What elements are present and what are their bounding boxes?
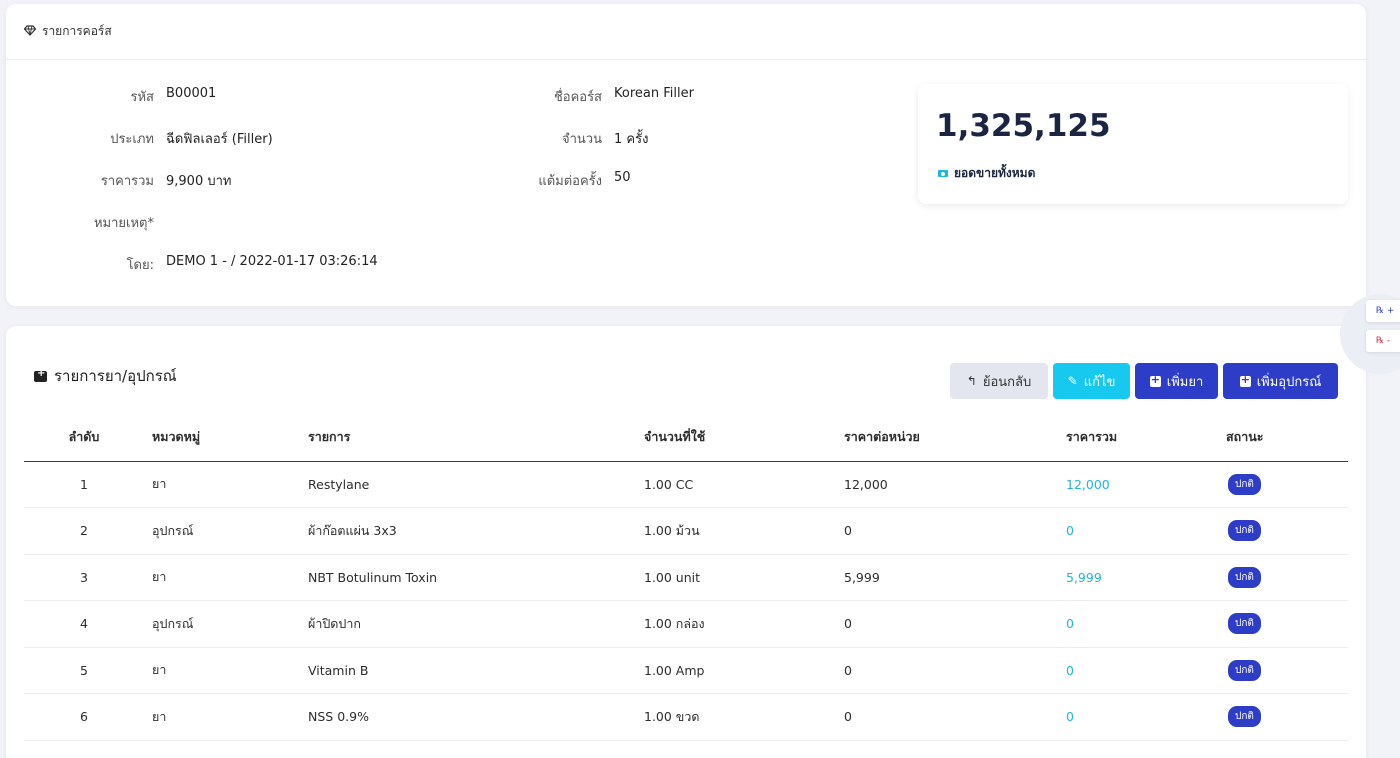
status-badge: ปกติ [1228, 706, 1261, 728]
status-badge: ปกติ [1228, 659, 1261, 681]
field-points: แต้มต่อครั้ง 50 [538, 170, 631, 189]
total-sales-value: 1,325,125 [936, 108, 1111, 144]
total-sales-label: ยอดขายทั้งหมด [938, 164, 1035, 183]
status-badge: ปกติ [1228, 473, 1261, 495]
field-type: ประเภท ฉีดฟิลเลอร์ (Filler) [110, 132, 273, 147]
items-section-title: รายการยา/อุปกรณ์ [34, 364, 177, 388]
col-total: ราคารวม [1066, 414, 1226, 462]
col-item: รายการ [308, 414, 644, 462]
table-row: 2 อุปกรณ์ ผ้าก๊อตแผ่น 3x3 1.00 ม้วน 0 0 … [24, 507, 1348, 555]
status-badge: ปกติ [1228, 520, 1261, 542]
items-card: รายการยา/อุปกรณ์ ↰ ย้อนกลับ ✎ แก้ไข เพิ่… [6, 326, 1366, 758]
edit-icon: ✎ [1067, 374, 1078, 388]
add-equipment-button[interactable]: เพิ่มอุปกรณ์ [1223, 363, 1338, 399]
total-sales-box: 1,325,125 ยอดขายทั้งหมด [918, 84, 1348, 204]
table-row: 3 ยา NBT Botulinum Toxin 1.00 unit 5,999… [24, 554, 1348, 601]
table-row: 6 ยา NSS 0.9% 1.00 ขวด 0 0 ปกติ [24, 693, 1348, 741]
items-table: ลำดับ หมวดหมู่ รายการ จำนวนที่ใช้ ราคาต่… [24, 414, 1348, 741]
field-code: รหัส B00001 [130, 86, 217, 105]
rx-add-button[interactable]: ℞ + [1366, 300, 1400, 322]
field-note: หมายเหตุ* [93, 216, 154, 231]
table-row: 5 ยา Vitamin B 1.00 Amp 0 0 ปกติ [24, 647, 1348, 694]
field-total-price: ราคารวม 9,900 บาท [100, 174, 232, 189]
course-card-title: รายการคอร์ส [42, 24, 112, 38]
field-count: จำนวน 1 ครั้ง [562, 132, 649, 147]
plus-square-icon [1149, 373, 1161, 387]
rx-remove-button[interactable]: ℞ - [1366, 330, 1400, 352]
reply-icon: ↰ [966, 374, 977, 388]
status-badge: ปกติ [1228, 566, 1261, 588]
course-card-header: รายการคอร์ส [6, 4, 1366, 60]
col-status: สถานะ [1226, 414, 1348, 462]
col-index: ลำดับ [24, 414, 144, 462]
col-unit-price: ราคาต่อหน่วย [844, 414, 1066, 462]
add-drug-button[interactable]: เพิ่มยา [1135, 363, 1218, 399]
table-header-row: ลำดับ หมวดหมู่ รายการ จำนวนที่ใช้ ราคาต่… [24, 414, 1348, 462]
table-row: 1 ยา Restylane 1.00 CC 12,000 12,000 ปกต… [24, 461, 1348, 508]
table-row: 4 อุปกรณ์ ผ้าปิดปาก 1.00 กล่อง 0 0 ปกติ [24, 600, 1348, 648]
plus-square-icon [1239, 373, 1251, 387]
status-badge: ปกติ [1228, 613, 1261, 635]
course-card: รายการคอร์ส รหัส B00001 ประเภท ฉีดฟิลเลอ… [6, 4, 1366, 306]
medkit-icon [34, 368, 47, 382]
field-course-name: ชื่อคอร์ส Korean Filler [553, 86, 694, 105]
back-button[interactable]: ↰ ย้อนกลับ [950, 363, 1048, 399]
field-by: โดย: DEMO 1 - / 2022-01-17 03:26:14 [126, 254, 378, 273]
money-icon [938, 170, 948, 177]
edit-button[interactable]: ✎ แก้ไข [1053, 363, 1130, 399]
diamond-icon [23, 24, 37, 39]
col-quantity: จำนวนที่ใช้ [644, 414, 844, 462]
col-category: หมวดหมู่ [144, 414, 308, 462]
